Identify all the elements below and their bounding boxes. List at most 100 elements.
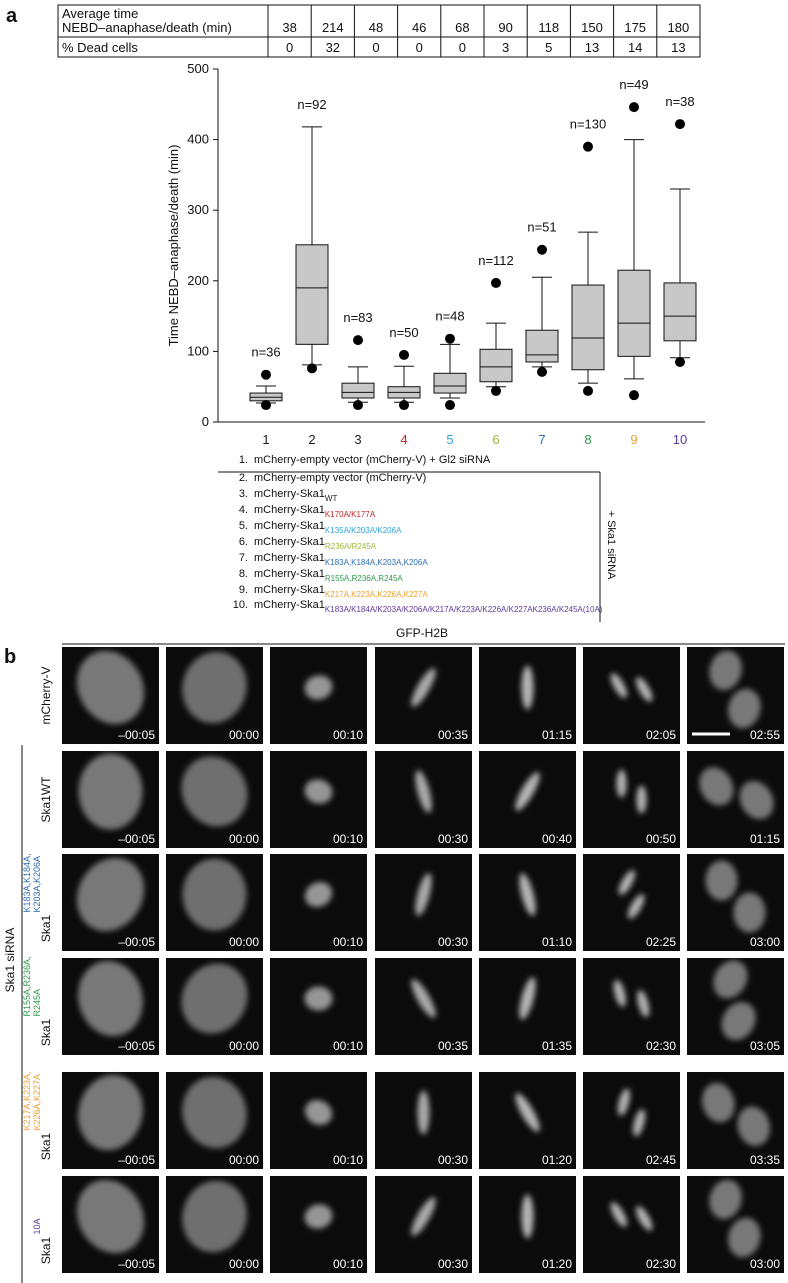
nucleus [519,977,536,1020]
cell: 0 [416,40,423,55]
n-label: n=36 [251,345,280,360]
cell: 32 [326,40,340,55]
legend-item: mCherry-Ska1K183A,K184A,K203A,K206A [254,552,428,567]
row-label-text: Ska1 [39,1133,53,1161]
legend-subscript: K183A,K184A,K203A,K206A [325,558,428,567]
micrograph [583,1072,680,1169]
legend-text: mCherry-Ska1 [254,568,325,580]
outlier [491,277,501,288]
legend-subscript: WT [325,494,338,503]
cell: 214 [322,20,344,35]
nucleus [411,1197,436,1236]
timestamp: 00:30 [438,1257,468,1271]
nucleus [182,1076,247,1149]
x-tick-label: 4 [400,432,407,447]
row-label: NEBD–anaphase/death (min) [62,20,232,35]
timestamp: 00:10 [333,832,363,846]
nucleus [633,1109,646,1137]
outlier [675,119,685,130]
legend-subscript: K170A/K177A [325,510,376,519]
row-label-superscript: K203A,K206A [32,856,42,913]
row-label: Average time [62,6,138,21]
timestamp: 00:50 [646,832,676,846]
timestamp: 02:30 [646,1257,676,1271]
nucleus [304,1204,333,1229]
cell: 46 [412,20,426,35]
row-label-superscript: R245A [32,989,42,1017]
timestamp: –00:05 [118,1153,155,1167]
cell: 13 [671,40,685,55]
timestamp: 00:00 [229,1153,259,1167]
nucleus [627,894,645,919]
y-tick-label: 200 [187,273,209,288]
x-tick-label: 5 [446,432,453,447]
outlier [353,335,363,346]
box [295,244,329,345]
x-tick-label: 1 [262,432,269,447]
timestamp: 00:10 [333,1039,363,1053]
channel-label: GFP-H2B [396,626,448,640]
micrograph [583,647,680,744]
legend-text: mCherry-empty vector (mCherry-V) [254,472,426,484]
nucleus [616,769,627,798]
legend-item: mCherry-Ska1R236A/R245A [254,536,377,551]
outlier [353,400,363,411]
n-label: n=83 [343,310,372,325]
legend-number: 7. [239,552,248,564]
legend-text: mCherry-empty vector (mCherry-V) + Gl2 s… [254,454,491,466]
row-label: Ska1WT [39,776,53,823]
row-label: Ska1 K217A,K223A, K226A,K227A [22,1071,53,1160]
timestamp: 03:00 [750,935,780,949]
y-tick-label: 300 [187,202,209,217]
cell: 0 [372,40,379,55]
outlier [629,390,639,401]
timestamp: 00:00 [229,728,259,742]
legend-text: mCherry-Ska1 [254,536,325,548]
y-tick-label: 0 [202,414,209,429]
outlier [491,385,501,396]
row-label-text: mCherry-V [39,666,53,724]
timestamp: 02:05 [646,728,676,742]
timestamp: 00:40 [542,832,572,846]
outlier [399,400,409,411]
timestamp: –00:05 [118,1039,155,1053]
timestamp: 00:10 [333,728,363,742]
timestamp: 02:25 [646,935,676,949]
row-label-superscript: K217A,K223A, [22,1071,32,1130]
n-label: n=112 [478,253,514,268]
legend-text: mCherry-Ska1 [254,488,325,500]
cell: 175 [624,20,646,35]
timestamp: 00:30 [438,832,468,846]
nucleus [76,650,145,725]
legend-item: mCherry-Ska1WT [254,488,337,503]
cell: 5 [545,40,552,55]
nucleus [417,1090,430,1135]
legend-item: mCherry-Ska1K170A/K177A [254,504,376,519]
y-axis-label: Time NEBD–anaphase/death (min) [166,145,181,347]
nucleus [721,1002,756,1041]
x-tick-label: 2 [308,432,315,447]
nucleus [521,665,534,710]
legend-text: mCherry-Ska1 [254,584,325,596]
box [479,348,513,383]
panel-label: b [4,646,16,668]
cell: 38 [282,20,296,35]
nucleus [304,1099,333,1126]
timestamp: 00:00 [229,1039,259,1053]
outlier [629,102,639,113]
legend-number: 6. [239,536,248,548]
outlier [583,141,593,152]
nucleus [635,677,653,702]
outlier [307,363,317,374]
timestamp: 00:35 [438,728,468,742]
box [433,372,467,394]
nucleus [415,873,432,916]
cell: 150 [581,20,603,35]
cell: 90 [498,20,512,35]
legend-item: mCherry-empty vector (mCherry-V) [254,472,426,484]
nucleus [739,781,774,820]
nucleus [304,986,333,1011]
bracket-label: + Ska1 siRNA [605,511,617,580]
legend-number: 3. [239,488,248,500]
n-label: n=50 [389,325,418,340]
